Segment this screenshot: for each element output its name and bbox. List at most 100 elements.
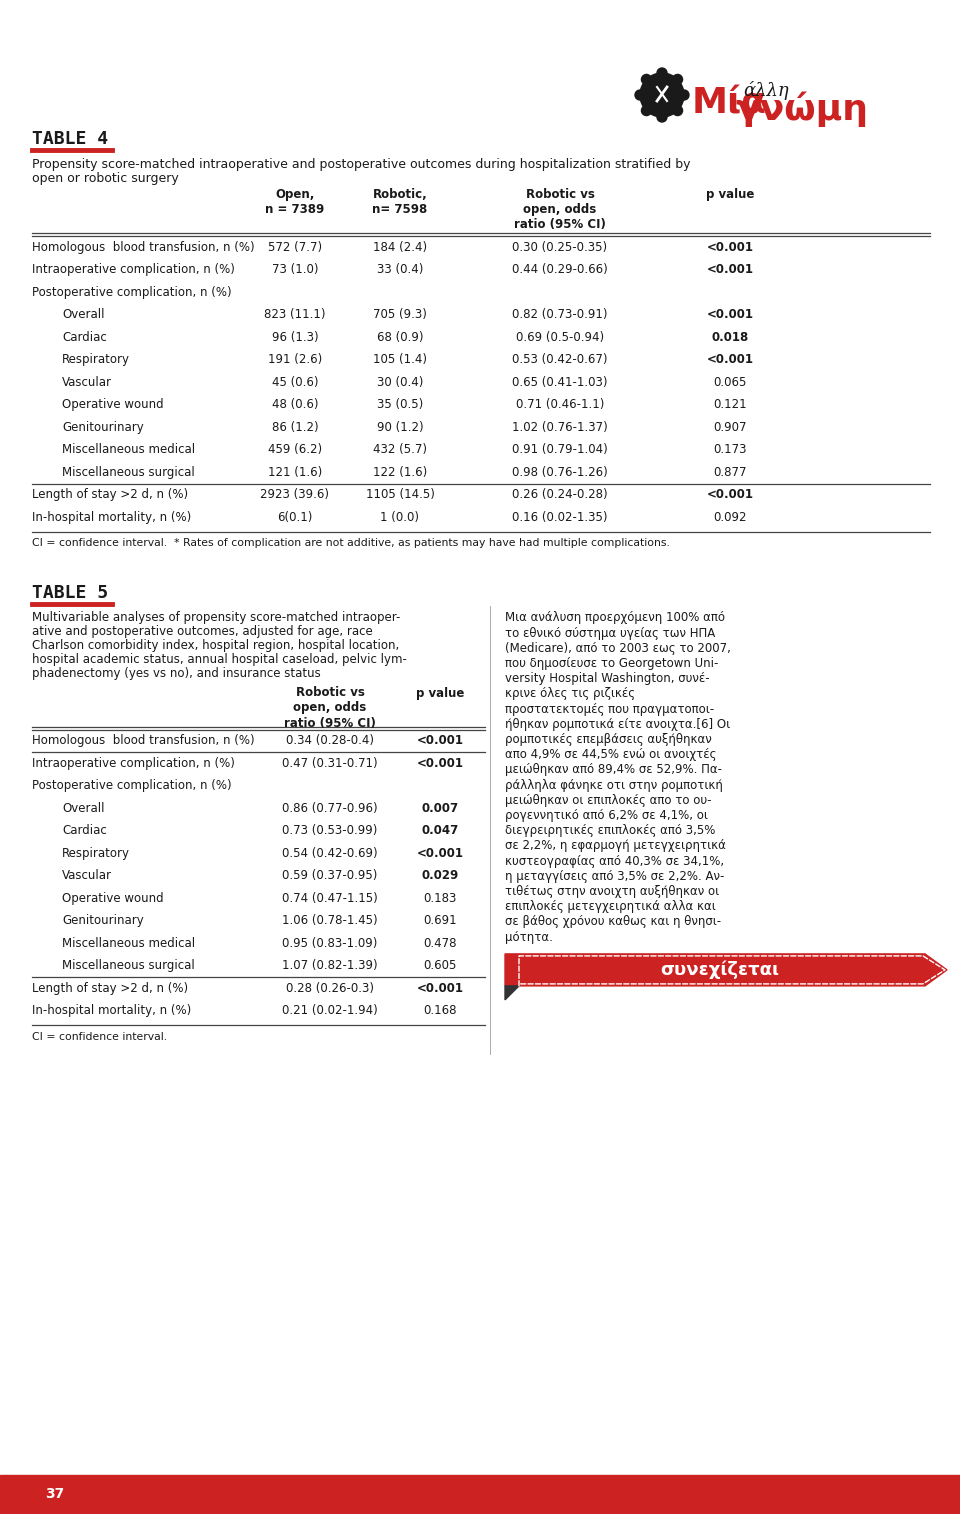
Text: 0.98 (0.76-1.26): 0.98 (0.76-1.26) [512, 466, 608, 478]
Text: Homologous  blood transfusion, n (%): Homologous blood transfusion, n (%) [32, 241, 254, 254]
Text: η μεταγγίσεις από 3,5% σε 2,2%. Αν-: η μεταγγίσεις από 3,5% σε 2,2%. Αν- [505, 871, 725, 883]
Circle shape [657, 112, 667, 123]
Text: CI = confidence interval.  * Rates of complication are not additive, as patients: CI = confidence interval. * Rates of com… [32, 539, 670, 548]
Text: κυστεογραφίας από 40,3% σε 34,1%,: κυστεογραφίας από 40,3% σε 34,1%, [505, 855, 724, 868]
Text: επιπλοκές μετεγχειρητικά αλλα και: επιπλοκές μετεγχειρητικά αλλα και [505, 901, 716, 913]
Text: ρομποτικές επεμβάσεις αυξήθηκαν: ρομποτικές επεμβάσεις αυξήθηκαν [505, 733, 711, 746]
Text: Μια ανάλυση προερχόμενη 100% από: Μια ανάλυση προερχόμενη 100% από [505, 612, 725, 624]
Text: 0.478: 0.478 [423, 937, 457, 949]
Text: <0.001: <0.001 [707, 263, 754, 276]
Text: ative and postoperative outcomes, adjusted for age, race: ative and postoperative outcomes, adjust… [32, 625, 372, 639]
Text: (Medicare), από το 2003 εως το 2007,: (Medicare), από το 2003 εως το 2007, [505, 642, 731, 656]
Text: Intraoperative complication, n (%): Intraoperative complication, n (%) [32, 757, 235, 769]
Text: διεγρειρητικές επιπλοκές από 3,5%: διεγρειρητικές επιπλοκές από 3,5% [505, 824, 715, 837]
Text: σε βάθος χρόνου καθως και η θνησι-: σε βάθος χρόνου καθως και η θνησι- [505, 916, 721, 928]
Text: 184 (2.4): 184 (2.4) [372, 241, 427, 254]
Text: 823 (11.1): 823 (11.1) [264, 309, 325, 321]
Text: Cardiac: Cardiac [62, 330, 107, 344]
Text: <0.001: <0.001 [707, 353, 754, 366]
Text: Operative wound: Operative wound [62, 892, 163, 905]
Text: 0.44 (0.29-0.66): 0.44 (0.29-0.66) [512, 263, 608, 276]
Text: 0.82 (0.73-0.91): 0.82 (0.73-0.91) [513, 309, 608, 321]
Text: 1.07 (0.82-1.39): 1.07 (0.82-1.39) [282, 960, 378, 972]
Text: 0.54 (0.42-0.69): 0.54 (0.42-0.69) [282, 846, 378, 860]
Polygon shape [0, 1475, 960, 1514]
Text: In-hospital mortality, n (%): In-hospital mortality, n (%) [32, 510, 191, 524]
Text: Respiratory: Respiratory [62, 353, 130, 366]
Text: versity Hospital Washington, συνέ-: versity Hospital Washington, συνέ- [505, 672, 709, 686]
Text: <0.001: <0.001 [707, 309, 754, 321]
Text: 0.168: 0.168 [423, 1004, 457, 1017]
Text: 0.47 (0.31-0.71): 0.47 (0.31-0.71) [282, 757, 378, 769]
Text: 6(0.1): 6(0.1) [277, 510, 313, 524]
Text: Robotic vs
open, odds
ratio (95% CI): Robotic vs open, odds ratio (95% CI) [284, 686, 376, 730]
Text: μειώθηκαν οι επιπλοκές απο το ου-: μειώθηκαν οι επιπλοκές απο το ου- [505, 793, 711, 807]
Text: 459 (6.2): 459 (6.2) [268, 444, 322, 456]
Text: τιθέτως στην ανοιχτη αυξήθηκαν οι: τιθέτως στην ανοιχτη αυξήθηκαν οι [505, 886, 719, 898]
Text: 2923 (39.6): 2923 (39.6) [260, 488, 329, 501]
Text: το εθνικό σύστημα υγείας των ΗΠΑ: το εθνικό σύστημα υγείας των ΗΠΑ [505, 627, 715, 640]
Text: <0.001: <0.001 [417, 846, 464, 860]
Text: 0.30 (0.25-0.35): 0.30 (0.25-0.35) [513, 241, 608, 254]
Text: Μία: Μία [692, 86, 767, 120]
Text: 105 (1.4): 105 (1.4) [373, 353, 427, 366]
Circle shape [641, 106, 652, 115]
Polygon shape [505, 954, 947, 986]
Text: ήθηκαν ρομποτικά είτε ανοιχτα.[6] Οι: ήθηκαν ρομποτικά είτε ανοιχτα.[6] Οι [505, 718, 731, 731]
Text: 1.02 (0.76-1.37): 1.02 (0.76-1.37) [512, 421, 608, 433]
Text: 0.53 (0.42-0.67): 0.53 (0.42-0.67) [513, 353, 608, 366]
Circle shape [635, 89, 645, 100]
Text: 191 (2.6): 191 (2.6) [268, 353, 323, 366]
Text: TABLE 4: TABLE 4 [32, 130, 108, 148]
Text: 122 (1.6): 122 (1.6) [372, 466, 427, 478]
Text: 0.86 (0.77-0.96): 0.86 (0.77-0.96) [282, 801, 378, 815]
Text: 0.74 (0.47-1.15): 0.74 (0.47-1.15) [282, 892, 378, 905]
Circle shape [640, 73, 684, 117]
Text: <0.001: <0.001 [707, 241, 754, 254]
Text: 0.691: 0.691 [423, 914, 457, 927]
Text: 96 (1.3): 96 (1.3) [272, 330, 319, 344]
Text: 0.21 (0.02-1.94): 0.21 (0.02-1.94) [282, 1004, 378, 1017]
Circle shape [641, 74, 652, 85]
Text: Overall: Overall [62, 801, 105, 815]
Text: 0.71 (0.46-1.1): 0.71 (0.46-1.1) [516, 398, 604, 412]
Text: 1105 (14.5): 1105 (14.5) [366, 488, 435, 501]
Text: <0.001: <0.001 [707, 488, 754, 501]
Text: 0.007: 0.007 [421, 801, 459, 815]
Text: Propensity score-matched intraoperative and postoperative outcomes during hospit: Propensity score-matched intraoperative … [32, 157, 690, 171]
Text: 0.047: 0.047 [421, 824, 459, 837]
Text: Genitourinary: Genitourinary [62, 421, 144, 433]
Text: 48 (0.6): 48 (0.6) [272, 398, 319, 412]
Text: 1 (0.0): 1 (0.0) [380, 510, 420, 524]
Text: Robotic vs
open, odds
ratio (95% CI): Robotic vs open, odds ratio (95% CI) [514, 188, 606, 232]
Text: CI = confidence interval.: CI = confidence interval. [32, 1033, 167, 1042]
Text: In-hospital mortality, n (%): In-hospital mortality, n (%) [32, 1004, 191, 1017]
Text: Robotic,
n= 7598: Robotic, n= 7598 [372, 188, 427, 217]
Text: 432 (5.7): 432 (5.7) [373, 444, 427, 456]
Text: 572 (7.7): 572 (7.7) [268, 241, 322, 254]
Text: Charlson comorbidity index, hospital region, hospital location,: Charlson comorbidity index, hospital reg… [32, 639, 399, 653]
Text: μότητα.: μότητα. [505, 931, 553, 943]
Text: 33 (0.4): 33 (0.4) [377, 263, 423, 276]
Text: 0.877: 0.877 [713, 466, 747, 478]
Text: 45 (0.6): 45 (0.6) [272, 375, 319, 389]
Text: 0.91 (0.79-1.04): 0.91 (0.79-1.04) [512, 444, 608, 456]
Text: Miscellaneous medical: Miscellaneous medical [62, 444, 195, 456]
Text: μειώθηκαν από 89,4% σε 52,9%. Πα-: μειώθηκαν από 89,4% σε 52,9%. Πα- [505, 763, 722, 777]
Text: ρογεννητικό από 6,2% σε 4,1%, οι: ρογεννητικό από 6,2% σε 4,1%, οι [505, 808, 708, 822]
Circle shape [679, 89, 689, 100]
Text: προστατεκτομές που πραγματοποι-: προστατεκτομές που πραγματοποι- [505, 702, 714, 716]
Text: 0.092: 0.092 [713, 510, 747, 524]
Text: Overall: Overall [62, 309, 105, 321]
Text: 1.06 (0.78-1.45): 1.06 (0.78-1.45) [282, 914, 378, 927]
Polygon shape [505, 986, 519, 999]
Text: 0.173: 0.173 [713, 444, 747, 456]
Text: <0.001: <0.001 [417, 734, 464, 746]
Text: 705 (9.3): 705 (9.3) [373, 309, 427, 321]
Text: 0.018: 0.018 [711, 330, 749, 344]
Text: hospital academic status, annual hospital caseload, pelvic lym-: hospital academic status, annual hospita… [32, 654, 407, 666]
Text: 73 (1.0): 73 (1.0) [272, 263, 319, 276]
Text: 0.065: 0.065 [713, 375, 747, 389]
Text: 35 (0.5): 35 (0.5) [377, 398, 423, 412]
Text: 0.907: 0.907 [713, 421, 747, 433]
